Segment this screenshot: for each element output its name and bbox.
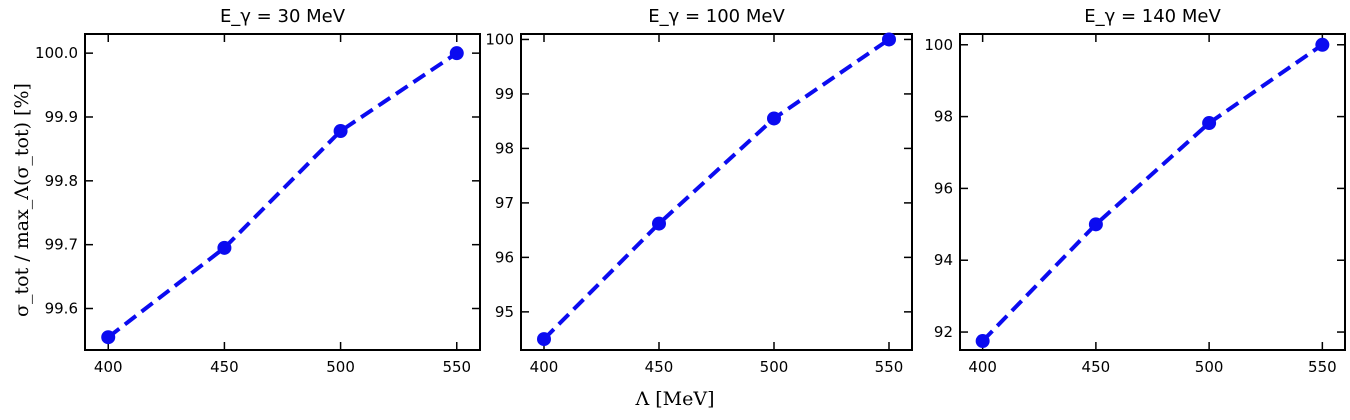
series-line <box>107 51 458 339</box>
data-point <box>101 330 116 345</box>
x-tick-label: 550 <box>1308 358 1337 376</box>
x-tick-label: 550 <box>442 358 471 376</box>
chart-panel-2: E_γ = 100 MeV 400 450 500 550 95 96 97 98 99 100 <box>485 6 913 376</box>
x-tick-label: 550 <box>875 358 904 376</box>
data-point <box>882 32 896 47</box>
data-point <box>1202 116 1217 131</box>
data-point <box>333 124 348 139</box>
data-point <box>1315 37 1330 52</box>
y-tick-label: 99.9 <box>45 108 78 126</box>
y-tick-label: 99.6 <box>45 300 78 318</box>
x-tick-label: 400 <box>94 358 123 376</box>
x-tick-label: 450 <box>645 358 674 376</box>
panel-title: E_γ = 100 MeV <box>648 6 785 27</box>
y-tick-label: 99.7 <box>45 236 78 254</box>
y-tick-label: 97 <box>495 194 514 212</box>
data-point <box>975 334 990 349</box>
data-point <box>449 46 464 61</box>
chart-panel-1: E_γ = 30 MeV 400 450 500 550 99.6 99.7 99.8 99.9… <box>35 6 481 376</box>
x-tick-label: 400 <box>968 358 997 376</box>
y-tick-label: 100 <box>924 36 953 54</box>
y-tick-label: 99.8 <box>45 172 78 190</box>
y-tick-label: 95 <box>495 303 514 321</box>
chart-panels: E_γ = 30 MeV 400 450 500 550 99.6 99.7 99.8 99.9… <box>35 6 1346 376</box>
x-axis-label: Λ [MeV] <box>634 388 714 410</box>
y-tick-label: 96 <box>934 179 953 197</box>
plot-frame <box>84 33 481 351</box>
plot-frame <box>520 33 913 351</box>
x-tick-label: 500 <box>326 358 355 376</box>
y-tick-label: 99 <box>495 85 514 103</box>
series-line <box>981 43 1324 343</box>
panel-title: E_γ = 30 MeV <box>220 6 346 27</box>
x-tick-label: 500 <box>1195 358 1224 376</box>
x-tick-label: 450 <box>210 358 239 376</box>
chart-panel-3: E_γ = 140 MeV 400 450 500 550 92 94 96 98 100 <box>924 6 1346 376</box>
y-tick-label: 98 <box>495 139 514 157</box>
panel-title: E_γ = 140 MeV <box>1084 6 1221 27</box>
series-line <box>542 37 891 341</box>
y-tick-label: 98 <box>934 108 953 126</box>
data-point <box>537 332 551 347</box>
x-tick-label: 500 <box>760 358 789 376</box>
x-tick-label: 450 <box>1082 358 1111 376</box>
plot-frame <box>959 33 1346 351</box>
data-point <box>767 111 781 126</box>
y-tick-label: 96 <box>495 248 514 266</box>
y-tick-label: 94 <box>934 251 953 269</box>
y-tick-label: 92 <box>934 323 953 341</box>
data-point <box>217 240 232 255</box>
data-point <box>1088 217 1103 232</box>
data-point <box>652 216 666 231</box>
y-tick-label: 100.0 <box>35 44 78 62</box>
x-tick-label: 400 <box>530 358 559 376</box>
y-tick-label: 100 <box>485 30 514 48</box>
y-axis-label: σ_tot / max_Λ(σ_tot) [%] <box>11 83 33 317</box>
